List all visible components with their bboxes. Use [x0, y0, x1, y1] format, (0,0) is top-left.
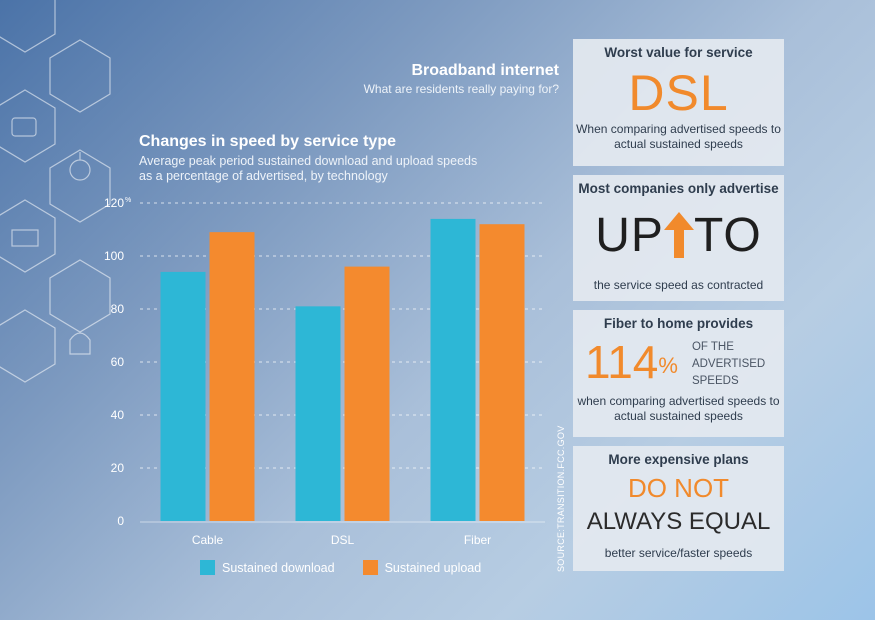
- bar-download-dsl: [295, 306, 341, 521]
- legend-label-download: Sustained download: [222, 560, 335, 575]
- up-arrow-icon: [663, 212, 694, 258]
- fiber-percent-unit: %: [658, 353, 678, 378]
- upto-right-text: TO: [693, 208, 762, 262]
- bar-upload-fiber: [479, 224, 525, 521]
- bar-download-fiber: [430, 218, 476, 521]
- chart-title: Changes in speed by service type: [139, 133, 396, 150]
- panel-fiber-text: when comparing advertised speeds to actu…: [577, 394, 780, 423]
- bar-upload-dsl: [344, 266, 390, 521]
- x-tick-label: Fiber: [464, 533, 491, 547]
- bar-upload-cable: [209, 232, 255, 521]
- panel-worst-value: Worst value for service DSL When compari…: [573, 39, 784, 166]
- panel-upto: Most companies only advertise UP TO the …: [573, 175, 784, 301]
- y-tick-label: 40: [111, 408, 125, 422]
- source-credit: SOURCE:TRANSITION.FCC.GOV: [556, 425, 566, 572]
- legend-swatch-upload: [362, 560, 378, 575]
- panel-plans-line2: ALWAYS EQUAL: [586, 508, 771, 535]
- legend-label-upload: Sustained upload: [384, 560, 482, 575]
- y-tick-label: 0: [117, 514, 124, 528]
- page-subtitle: What are residents really paying for?: [363, 82, 559, 96]
- y-unit-label: %: [125, 197, 131, 204]
- panel-fiber-heading: Fiber to home provides: [603, 316, 754, 331]
- upto-left-text: UP: [595, 208, 664, 262]
- chart-subtitle: Average peak period sustained download a…: [139, 154, 478, 183]
- legend-swatch-download: [200, 560, 215, 575]
- chart-legend: Sustained download Sustained upload: [200, 560, 481, 575]
- bar-download-cable: [160, 271, 206, 521]
- x-tick-label: DSL: [331, 533, 355, 547]
- fiber-side-text: OF THE ADVERTISED SPEEDS: [691, 341, 766, 387]
- header: Broadband internet What are residents re…: [364, 62, 559, 96]
- panel-plans-heading: More expensive plans: [608, 452, 749, 467]
- upto-graphic: UP TO: [573, 206, 784, 264]
- panel-plans-text: better service/faster speeds: [604, 546, 753, 560]
- chart-header: Changes in speed by service type Average…: [139, 133, 479, 184]
- decorative-hexagon-icons: [0, 0, 111, 383]
- fiber-percent: 114%: [585, 337, 678, 387]
- panel-worst-heading: Worst value for service: [604, 45, 753, 60]
- page-title: Broadband internet: [411, 62, 559, 79]
- legend-item-download: Sustained download: [200, 560, 335, 575]
- fiber-percent-value: 114: [585, 336, 659, 388]
- panel-upto-heading: Most companies only advertise: [578, 181, 779, 196]
- panel-fiber: Fiber to home provides 114% OF THE ADVER…: [573, 310, 784, 437]
- y-tick-label: 20: [111, 461, 125, 475]
- panel-upto-text: the service speed as contracted: [593, 278, 764, 292]
- panel-plans-line1: DO NOT: [627, 473, 730, 503]
- panel-plans: More expensive plans DO NOT ALWAYS EQUAL…: [573, 446, 784, 571]
- panel-worst-text: When comparing advertised speeds to actu…: [576, 122, 781, 151]
- panel-worst-big: DSL: [628, 65, 729, 121]
- x-tick-label: Cable: [192, 533, 224, 547]
- fiber-percent-row: 114% OF THE ADVERTISED SPEEDS: [573, 337, 784, 390]
- legend-item-upload: Sustained upload: [362, 560, 482, 575]
